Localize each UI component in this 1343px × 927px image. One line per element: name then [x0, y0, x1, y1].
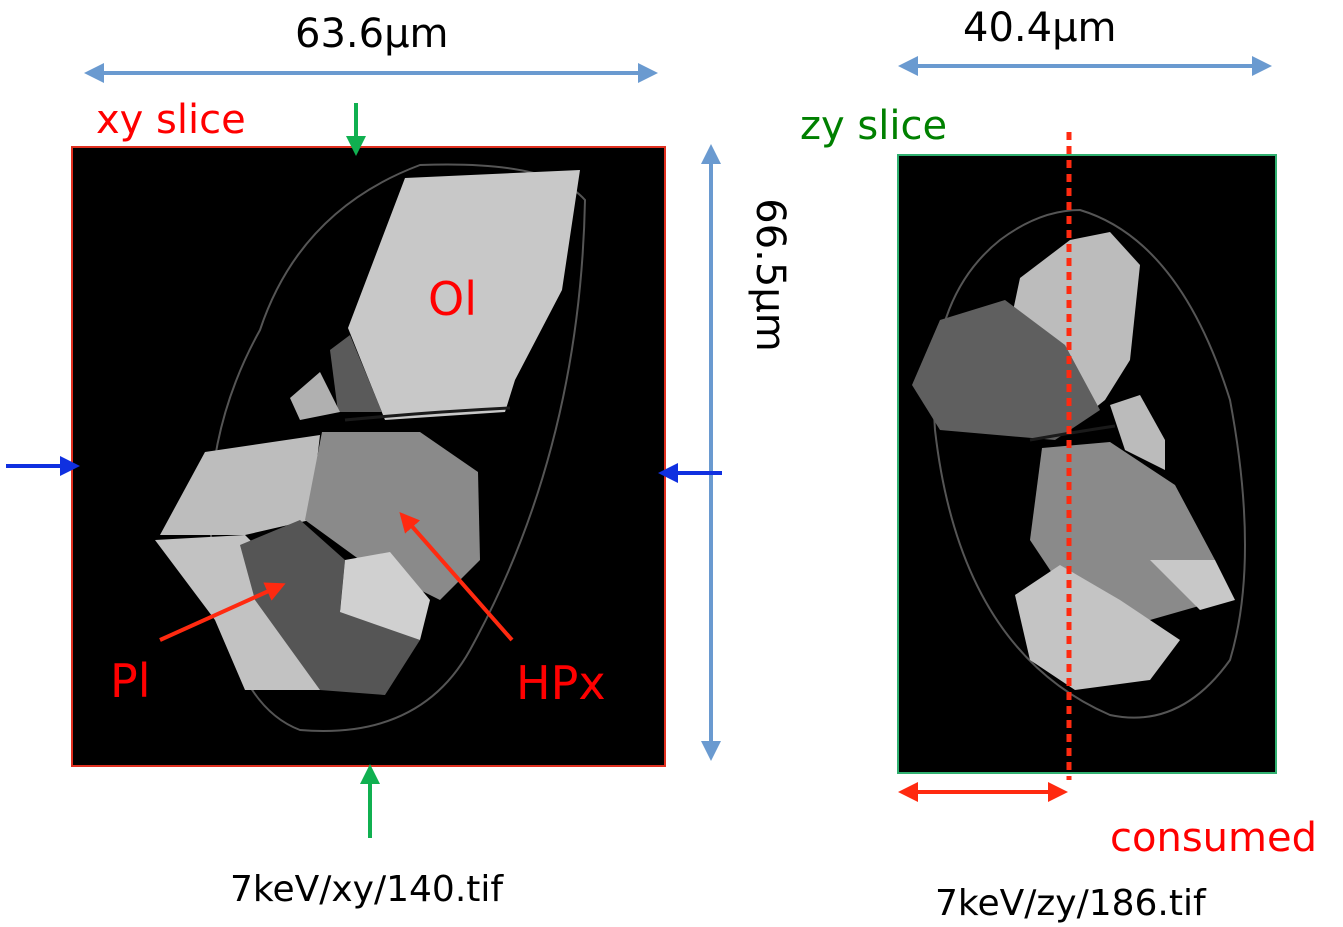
small-dark-grain	[330, 335, 382, 412]
olivine-label: Ol	[428, 272, 477, 326]
zy-bottom-light-grain	[1015, 565, 1180, 690]
consumed-label: consumed	[1110, 815, 1317, 861]
zy-left-dark-grain	[912, 300, 1100, 440]
xy-filename-label: 7keV/xy/140.tif	[230, 869, 504, 910]
left-light-grain	[160, 435, 320, 535]
hpx-pointer-arrow	[399, 511, 514, 642]
zy-filename-label: 7keV/zy/186.tif	[935, 883, 1206, 924]
plagioclase-grain	[240, 520, 420, 695]
zy-slice-frame	[897, 154, 1277, 774]
zy-slice-panel	[897, 154, 1277, 774]
xy-slice-panel	[71, 146, 666, 767]
plagioclase-label: Pl	[110, 654, 151, 708]
xy-width-label: 63.6µm	[295, 11, 449, 57]
zy-upper-light-grain	[1010, 232, 1140, 412]
zy-right-light-grain	[1110, 395, 1165, 470]
xy-grain-shapes	[155, 163, 587, 732]
hpx-grain	[305, 432, 480, 600]
zy-capillary-outline	[932, 208, 1246, 719]
zy-grain-shapes	[912, 208, 1246, 719]
zy-width-label: 40.4µm	[963, 5, 1117, 51]
zy-bottom-right-light-grain	[1150, 560, 1235, 610]
hpx-label: HPx	[516, 656, 606, 710]
zy-slice-title: zy slice	[800, 103, 948, 149]
xy-height-label: 66.5µm	[747, 198, 793, 352]
zy-crack-line	[1029, 424, 1116, 442]
crack-line	[344, 406, 511, 422]
pl-pointer-arrow	[159, 582, 286, 642]
light-center-grain	[340, 552, 430, 640]
olivine-grain	[348, 170, 580, 420]
xy-slice-title: xy slice	[96, 97, 246, 143]
bright-fragment	[290, 372, 340, 420]
xy-capillary-outline	[208, 163, 587, 732]
